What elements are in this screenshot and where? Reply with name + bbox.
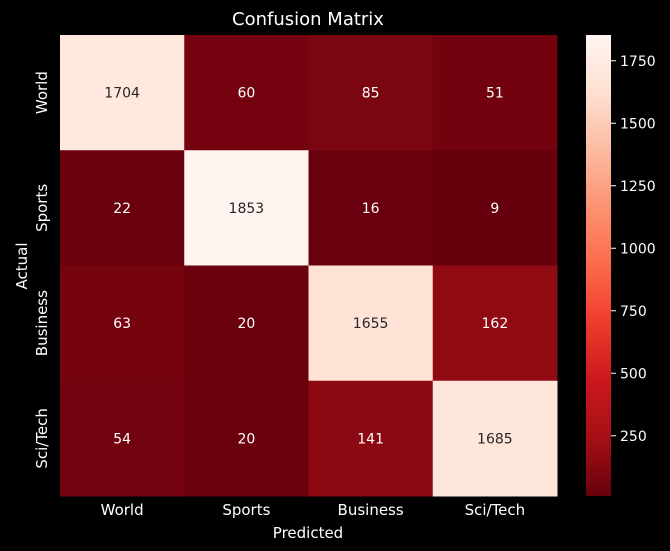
cell-value-label: 51 xyxy=(486,86,504,102)
colorbar-tick-label: 1000 xyxy=(620,241,656,257)
x-tick-label: Sci/Tech xyxy=(465,501,526,519)
chart-title: Confusion Matrix xyxy=(232,9,384,30)
colorbar-tick-label: 750 xyxy=(620,304,647,320)
heatmap-cell xyxy=(60,265,185,382)
colorbar-tick-label: 250 xyxy=(620,429,647,445)
heatmap-cell xyxy=(184,380,309,497)
x-tick-label: Business xyxy=(338,501,404,519)
cell-value-label: 20 xyxy=(237,316,255,332)
cell-value-label: 22 xyxy=(113,201,131,217)
heatmap-cell xyxy=(308,265,434,382)
colorbar-tick-label: 500 xyxy=(620,366,647,382)
cell-value-label: 1853 xyxy=(229,201,265,217)
colorbar-tick-label: 1250 xyxy=(620,179,656,195)
colorbar-gradient xyxy=(586,35,611,496)
cell-value-label: 20 xyxy=(237,431,255,447)
heatmap-cell xyxy=(432,35,558,151)
y-tick-label: Sports xyxy=(33,184,51,232)
heatmap-cell xyxy=(60,380,185,497)
colorbar: 250 500 750 1000 1250 1500 1750 xyxy=(586,35,656,496)
cell-value-label: 1655 xyxy=(353,316,389,332)
cell-value-label: 1704 xyxy=(104,86,140,102)
y-tick-label: Sci/Tech xyxy=(33,408,51,469)
heatmap-cell xyxy=(432,150,558,266)
colorbar-tick-label: 1500 xyxy=(620,116,656,132)
heatmap-cell xyxy=(60,35,185,151)
heatmap-cell xyxy=(432,380,558,497)
cell-value-label: 162 xyxy=(482,316,509,332)
y-tick-label: Business xyxy=(33,290,51,356)
x-tick-label: World xyxy=(101,501,144,519)
cell-value-label: 16 xyxy=(362,201,380,217)
heatmap-cell xyxy=(184,150,309,266)
cell-value-label: 63 xyxy=(113,316,131,332)
heatmap-cell xyxy=(184,35,309,151)
x-tick-labels: World Sports Business Sci/Tech xyxy=(101,501,526,519)
heatmap-cell xyxy=(432,265,558,382)
heatmap-cell xyxy=(308,380,434,497)
cell-value-label: 141 xyxy=(357,431,384,447)
y-tick-labels: World Sports Business Sci/Tech xyxy=(33,71,51,469)
colorbar-tick-label: 1750 xyxy=(620,54,656,70)
cell-value-label: 60 xyxy=(237,86,255,102)
x-tick-label: Sports xyxy=(222,501,270,519)
cell-value-label: 85 xyxy=(362,86,380,102)
cell-value-label: 9 xyxy=(490,201,499,217)
heatmap-cell xyxy=(308,150,434,266)
cell-value-label: 54 xyxy=(113,431,131,447)
cell-value-labels: 1704 60 85 51 22 1853 16 9 63 20 1655 162 54 20 141 168… xyxy=(104,86,512,448)
x-axis-label: Predicted xyxy=(273,524,343,542)
heatmap-cell xyxy=(60,150,185,266)
y-axis-label: Actual xyxy=(13,243,31,290)
cell-value-label: 1685 xyxy=(477,431,513,447)
heatmap-cells xyxy=(60,35,558,497)
heatmap-cell xyxy=(184,265,309,382)
y-tick-label: World xyxy=(33,71,51,114)
heatmap-cell xyxy=(308,35,434,151)
